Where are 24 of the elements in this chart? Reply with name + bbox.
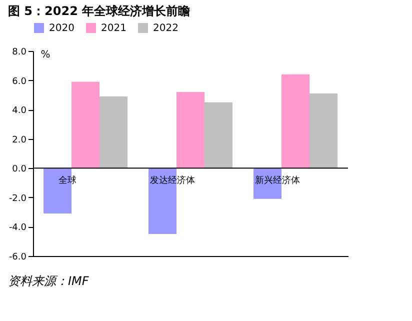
y-axis-title: % [40,50,50,60]
legend-label: 2020 [49,23,74,34]
y-tick-label: -4.0 [8,223,27,234]
y-tick-label: 8.0 [12,48,27,58]
bar [148,168,176,234]
text: 资料来源：IMF [8,274,90,288]
bar [204,102,232,168]
x-tick-label: 发达经济体 [150,175,195,186]
y-tick-label: -2.0 [8,194,27,204]
y-tick-label: 4.0 [12,106,27,116]
x-tick-label: 全球 [58,175,76,186]
x-tick-label: 新兴经济体 [255,175,300,186]
bar [100,96,128,168]
y-tick-label: 6.0 [12,76,27,87]
legend-label: 2022 [153,23,178,34]
bar [72,82,100,168]
bar [176,92,204,168]
y-tick-label: 0.0 [12,164,27,175]
y-tick-label: 2.0 [12,135,27,146]
bar [310,93,338,168]
legend-label: 2021 [101,23,126,34]
chart-title: 图 5：2022 年全球经济增长前瞻 [8,4,190,18]
y-tick-label: -6.0 [8,252,27,262]
bar [282,74,310,168]
